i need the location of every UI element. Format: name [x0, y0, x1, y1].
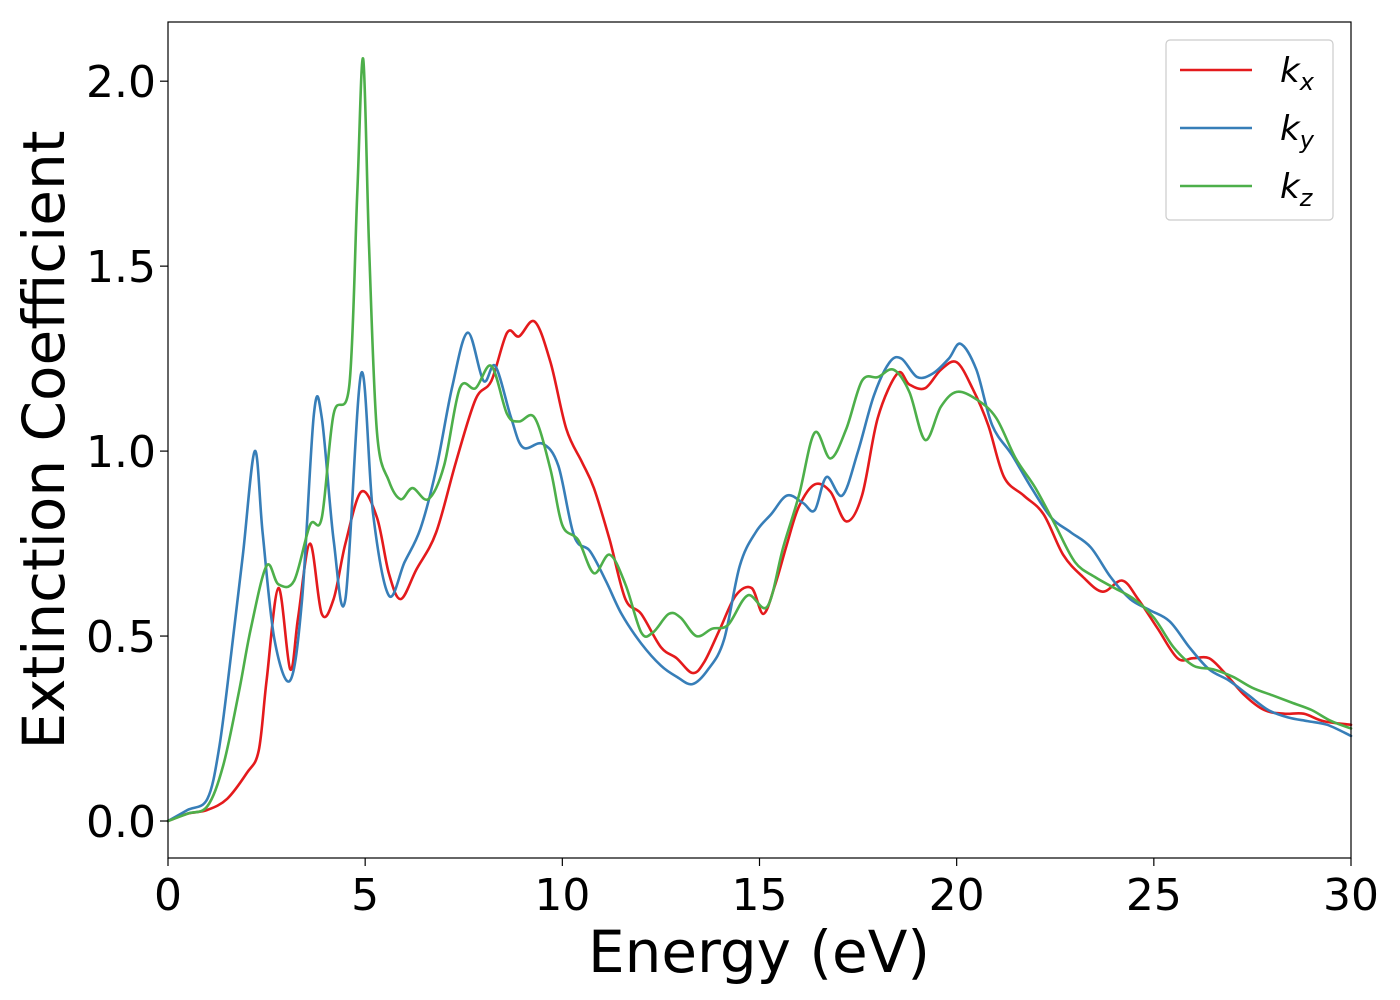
- series-lines: [166, 57, 1353, 823]
- legend: kx ky kz: [1165, 39, 1334, 221]
- y-tick-label: 1.5: [86, 242, 156, 293]
- x-axis-title: Energy (eV): [588, 918, 930, 986]
- plot-area: [168, 22, 1351, 858]
- y-axis-title: Extinction Coefficient: [10, 131, 78, 750]
- legend-label-kz: kz: [1280, 167, 1314, 212]
- y-tick-label: 2.0: [86, 57, 156, 108]
- x-tick-label: 10: [534, 870, 590, 921]
- x-axis-ticks: 0 5 10 15 20 25 30: [154, 858, 1379, 921]
- y-tick-label: 1.0: [86, 427, 156, 478]
- x-tick-label: 25: [1126, 870, 1182, 921]
- series-line-ky: [166, 331, 1353, 823]
- legend-label-ky: ky: [1280, 109, 1315, 154]
- x-tick-label: 20: [929, 870, 985, 921]
- legend-box: [1165, 39, 1334, 221]
- y-tick-label: 0.0: [86, 797, 156, 848]
- x-tick-label: 30: [1323, 870, 1379, 921]
- x-tick-label: 0: [154, 870, 182, 921]
- series-line-kz: [166, 57, 1353, 823]
- y-tick-label: 0.5: [86, 612, 156, 663]
- y-axis-ticks: 0.0 0.5 1.0 1.5 2.0: [86, 57, 168, 848]
- x-tick-label: 15: [732, 870, 788, 921]
- x-tick-label: 5: [351, 870, 379, 921]
- legend-label-kx: kx: [1280, 51, 1315, 96]
